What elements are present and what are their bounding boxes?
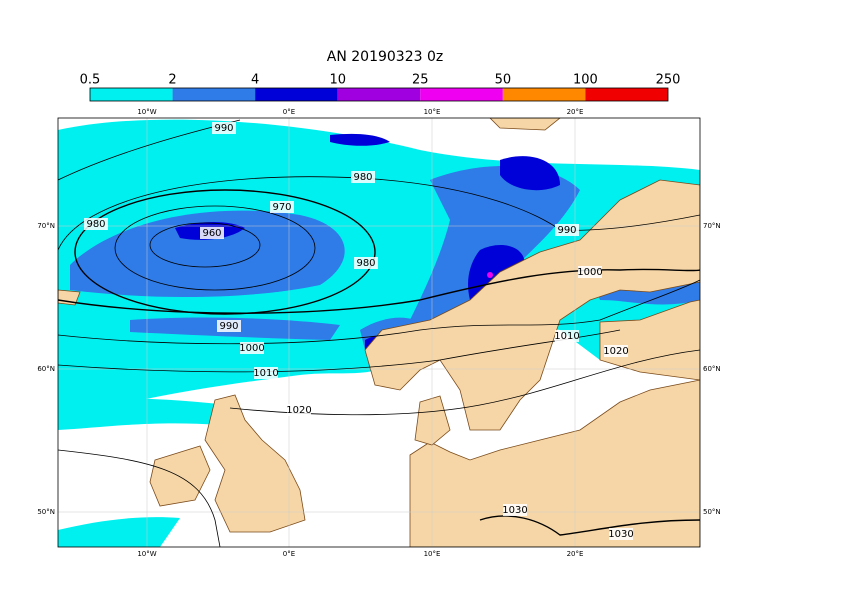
contour-label-bg [578,266,602,278]
latitude-label: 50°N [37,508,55,516]
contour-label-bg [287,404,311,416]
colorbar-tick-label: 250 [656,73,681,88]
contour-label: 1030 [608,529,633,540]
colorbar-segment [255,88,338,101]
longitude-label: 0°E [283,550,295,558]
latitude-label: 50°N [703,508,721,516]
contour-label-bg [200,227,224,239]
contour-label-bg [354,257,378,269]
contour-label: 980 [353,172,372,183]
contour-label: 1030 [502,505,527,516]
contour-label: 980 [86,219,105,230]
contour-label: 1010 [554,331,579,342]
colorbar-segment [502,88,586,101]
latitude-label: 60°N [703,365,721,373]
colorbar-segment [585,88,668,101]
contour-label: 970 [272,202,291,213]
contour-labels: 9909809709609809809901000990100010101010… [84,122,634,540]
latitude-label: 70°N [37,222,55,230]
longitude-label: 10°E [424,550,441,558]
map-area: 9909809709609809809901000990100010101010… [58,118,700,547]
contour-label: 990 [219,321,238,332]
colorbar-tick-label: 50 [495,73,512,88]
colorbar-frame [89,87,669,102]
contour-label-bg [84,218,108,230]
contour-label: 990 [214,123,233,134]
colorbar-segment [337,88,421,101]
longitude-label: 10°W [137,550,156,558]
contour-label-bg [270,201,294,213]
colorbar-tick-label: 10 [329,73,346,88]
contour-label-bg [555,330,579,342]
colorbar: 0.5 2 4 10 25 50 100 250 [80,73,681,102]
contour-label: 990 [557,225,576,236]
contour-label: 1020 [286,405,311,416]
longitude-label: 0°E [283,108,295,116]
colorbar-tick-label: 4 [251,73,259,88]
longitude-label: 20°E [567,108,584,116]
colorbar-segment [172,88,256,101]
map-frame [57,117,701,548]
contour-label-bg [503,504,527,516]
contour-label-bg [217,320,241,332]
colorbar-segment [90,88,173,101]
contour-label: 1000 [577,267,602,278]
title: AN 20190323 0z [327,49,443,65]
longitude-label: 20°E [567,550,584,558]
isobars [58,119,700,547]
contour-label: 960 [202,228,221,239]
contour-label: 1020 [603,346,628,357]
axis-labels: 10°W 10°W 0°E 0°E 10°E 10°E 20°E 20°E 70°N 70°N 60… [37,108,720,558]
colorbar-tick-label: 0.5 [80,73,101,88]
contour-label-bg [212,122,236,134]
contour-label-bg [240,342,264,354]
longitude-label: 10°W [137,108,156,116]
colorbar-segment [420,88,503,101]
colorbar-tick-label: 25 [412,73,429,88]
colorbar-tick-label: 100 [573,73,598,88]
contour-label: 980 [356,258,375,269]
latitude-label: 70°N [703,222,721,230]
contour-label-bg [351,171,375,183]
contour-label-bg [555,224,579,236]
contour-label-bg [604,345,628,357]
latitude-label: 60°N [37,365,55,373]
contour-label: 1010 [253,368,278,379]
land [58,118,700,547]
contour-label-bg [609,528,633,540]
colorbar-tick-label: 2 [168,73,176,88]
contour-label-bg [254,367,278,379]
longitude-label: 10°E [424,108,441,116]
contour-label: 1000 [239,343,264,354]
